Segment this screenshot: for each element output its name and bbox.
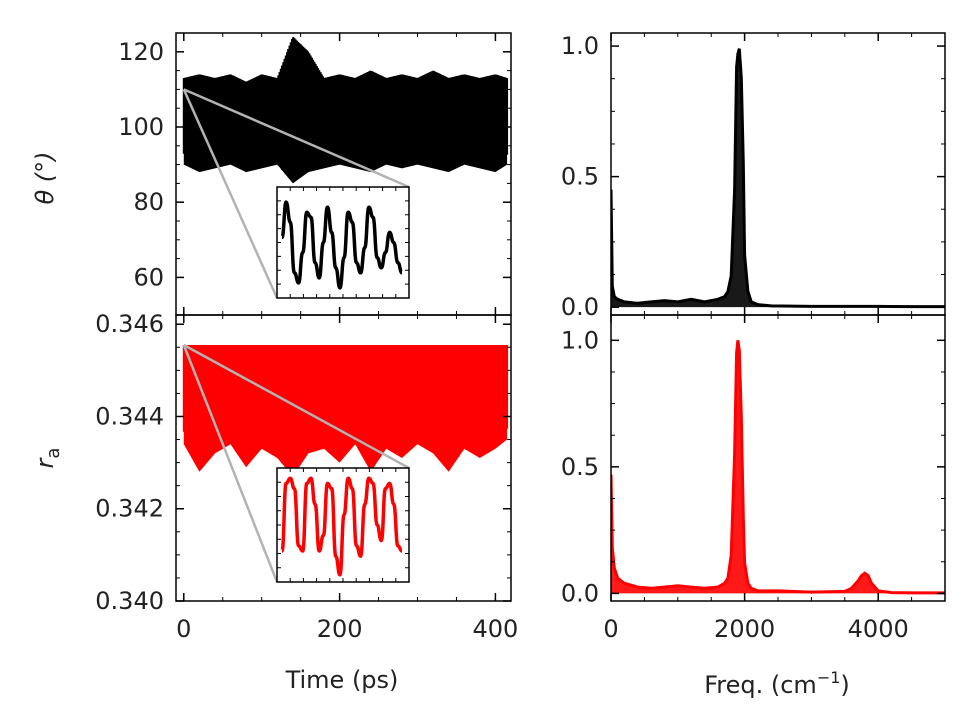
theta_freq-panel: 0.0 0.5 1.0 <box>561 32 946 321</box>
ra_freq-data <box>611 340 945 595</box>
time-axis-title: Time (ps) <box>285 666 399 694</box>
ra_freq-xtick-label: 0 <box>603 615 618 643</box>
ra_time-xtick-label: 400 <box>473 615 519 643</box>
ra_time-ytick-label: 0.342 <box>95 495 164 523</box>
ra_freq-series-line <box>611 340 945 595</box>
ra_freq-panel: 0.0 0.5 1.0 0 2000 4000 <box>561 314 946 643</box>
theta_time-inset-connector <box>182 88 279 299</box>
theta_time-inset-connector <box>183 88 410 189</box>
ra_freq-ytick-label: 0.0 <box>561 579 599 607</box>
freq-axis-title: Freq. (cm−1) <box>704 668 850 699</box>
ra_time-xtick-label: 200 <box>317 615 363 643</box>
theta_time-ytick-label: 100 <box>118 113 164 141</box>
ra_time-panel: 0.340 0.342 0.344 0.346 0 200 400 <box>95 310 518 643</box>
ra_freq-xtick-label: 2000 <box>714 615 775 643</box>
ra_time-series-spikes <box>182 345 509 474</box>
ra_time-frame <box>175 314 512 602</box>
theta_freq-series-line <box>611 48 945 309</box>
ra_time-data <box>182 345 509 477</box>
ra_time-ytick-label: 0.340 <box>95 587 164 615</box>
ra_time-ytick-label: 0.346 <box>95 310 164 338</box>
ra_freq-xtick-label: 4000 <box>848 615 909 643</box>
theta_time-ytick-label: 80 <box>133 188 164 216</box>
ra_time-inset-connector <box>183 343 410 470</box>
theta_freq-ytick-label: 0.5 <box>561 163 599 191</box>
ra_time-inset-connector <box>182 344 279 583</box>
ra_time-xtick-label: 0 <box>176 615 191 643</box>
ra_freq-ytick-label: 1.0 <box>561 326 599 354</box>
theta_freq-ytick-label: 1.0 <box>561 32 599 60</box>
ra_freq-ytick-label: 0.5 <box>561 453 599 481</box>
theta-axis-title: θ (°) <box>31 151 59 204</box>
theta_time-ytick-label: 120 <box>118 38 164 66</box>
ra_time-inset-curve <box>280 476 403 577</box>
ra_time-ytick-label: 0.344 <box>95 402 164 430</box>
theta_time-inset-curve <box>280 200 403 290</box>
theta_time-panel: 60 80 100 120 <box>118 32 512 316</box>
ra-axis-title: ra <box>31 448 64 469</box>
ra_freq-frame <box>610 314 946 602</box>
theta_freq-data <box>611 48 945 309</box>
theta_time-ytick-label: 60 <box>133 263 164 291</box>
ra_freq-series-fill <box>611 340 945 594</box>
theta_freq-ytick-label: 0.0 <box>561 293 599 321</box>
theta_freq-frame <box>610 32 946 316</box>
theta_freq-series-fill <box>611 48 945 308</box>
